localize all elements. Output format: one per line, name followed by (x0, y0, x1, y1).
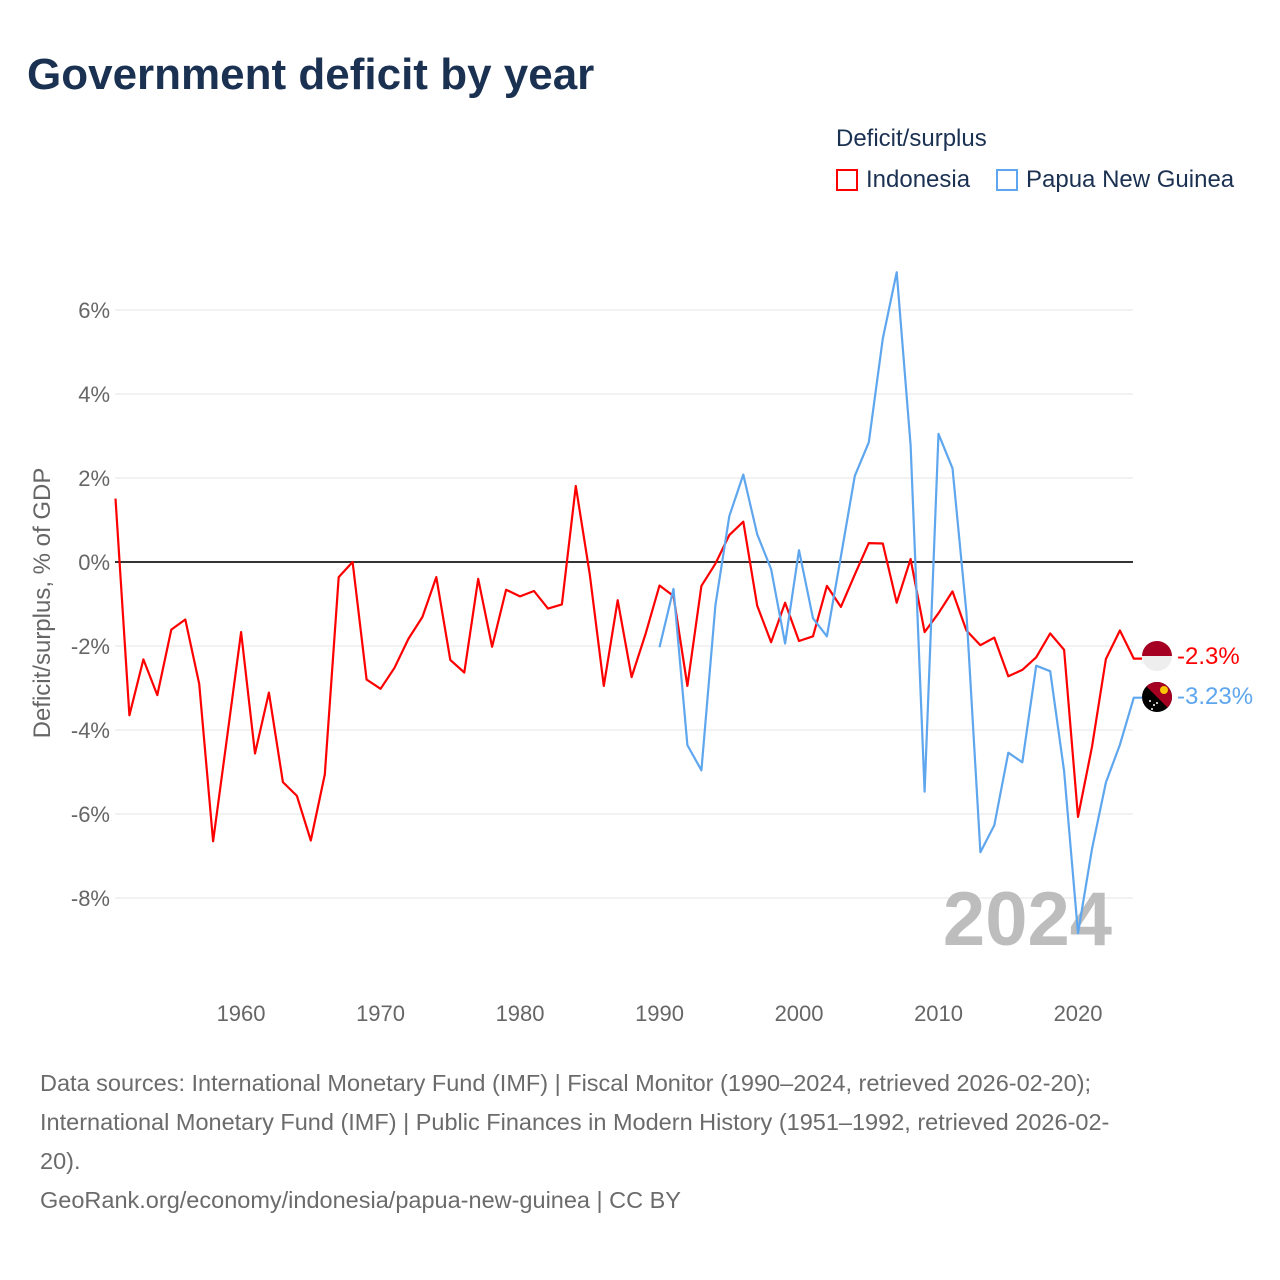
y-axis-ticks: 6% 4% 2% 0% -2% -4% -6% -8% (71, 298, 110, 911)
y-tick-label: 6% (78, 298, 110, 323)
chart-title: Government deficit by year (27, 50, 595, 99)
legend-swatch-papua-new-guinea (996, 169, 1018, 191)
x-tick-label: 1980 (496, 1001, 545, 1026)
legend-item-indonesia[interactable]: Indonesia (836, 166, 970, 194)
watermark-year: 2024 (943, 877, 1112, 962)
footer-sources-line2: International Monetary Fund (IMF) | Publ… (40, 1109, 1110, 1135)
footer-attribution[interactable]: GeoRank.org/economy/indonesia/papua-new-… (40, 1187, 681, 1213)
x-axis-ticks: 1960 1970 1980 1990 2000 2010 2020 (217, 1001, 1103, 1026)
legend-label-indonesia: Indonesia (866, 166, 971, 193)
indonesia-end-label: -2.3% (1177, 643, 1240, 670)
papua-new-guinea-flag-icon (1142, 682, 1172, 712)
y-tick-label: -6% (71, 802, 110, 827)
x-tick-label: 1970 (356, 1001, 405, 1026)
series-line-indonesia[interactable] (114, 484, 1143, 843)
series-line-papua-new-guinea[interactable] (658, 271, 1143, 935)
end-labels: -2.3% -3.23% (1142, 641, 1253, 712)
y-axis-title: Deficit/surplus, % of GDP (29, 468, 56, 739)
x-tick-label: 2000 (775, 1001, 824, 1026)
indonesia-flag-icon (1142, 641, 1172, 671)
legend-title: Deficit/surplus (836, 125, 987, 152)
gridlines (115, 309, 1133, 899)
footer-sources-line1: Data sources: International Monetary Fun… (40, 1070, 1092, 1096)
y-tick-label: -2% (71, 634, 110, 659)
y-tick-label: 2% (78, 466, 110, 491)
footer-sources-line3: 20). (40, 1148, 81, 1174)
x-tick-label: 2010 (914, 1001, 963, 1026)
papua-new-guinea-end-label: -3.23% (1177, 683, 1253, 710)
legend-swatch-indonesia (836, 169, 858, 191)
y-tick-label: -4% (71, 718, 110, 743)
legend-item-papua-new-guinea[interactable]: Papua New Guinea (996, 166, 1234, 194)
y-tick-label: -8% (71, 886, 110, 911)
x-tick-label: 2020 (1054, 1001, 1103, 1026)
series-lines (114, 271, 1143, 935)
y-tick-label: 4% (78, 382, 110, 407)
legend-label-papua-new-guinea: Papua New Guinea (1026, 166, 1235, 193)
y-tick-label: 0% (78, 550, 110, 575)
x-tick-label: 1960 (217, 1001, 266, 1026)
x-tick-label: 1990 (635, 1001, 684, 1026)
